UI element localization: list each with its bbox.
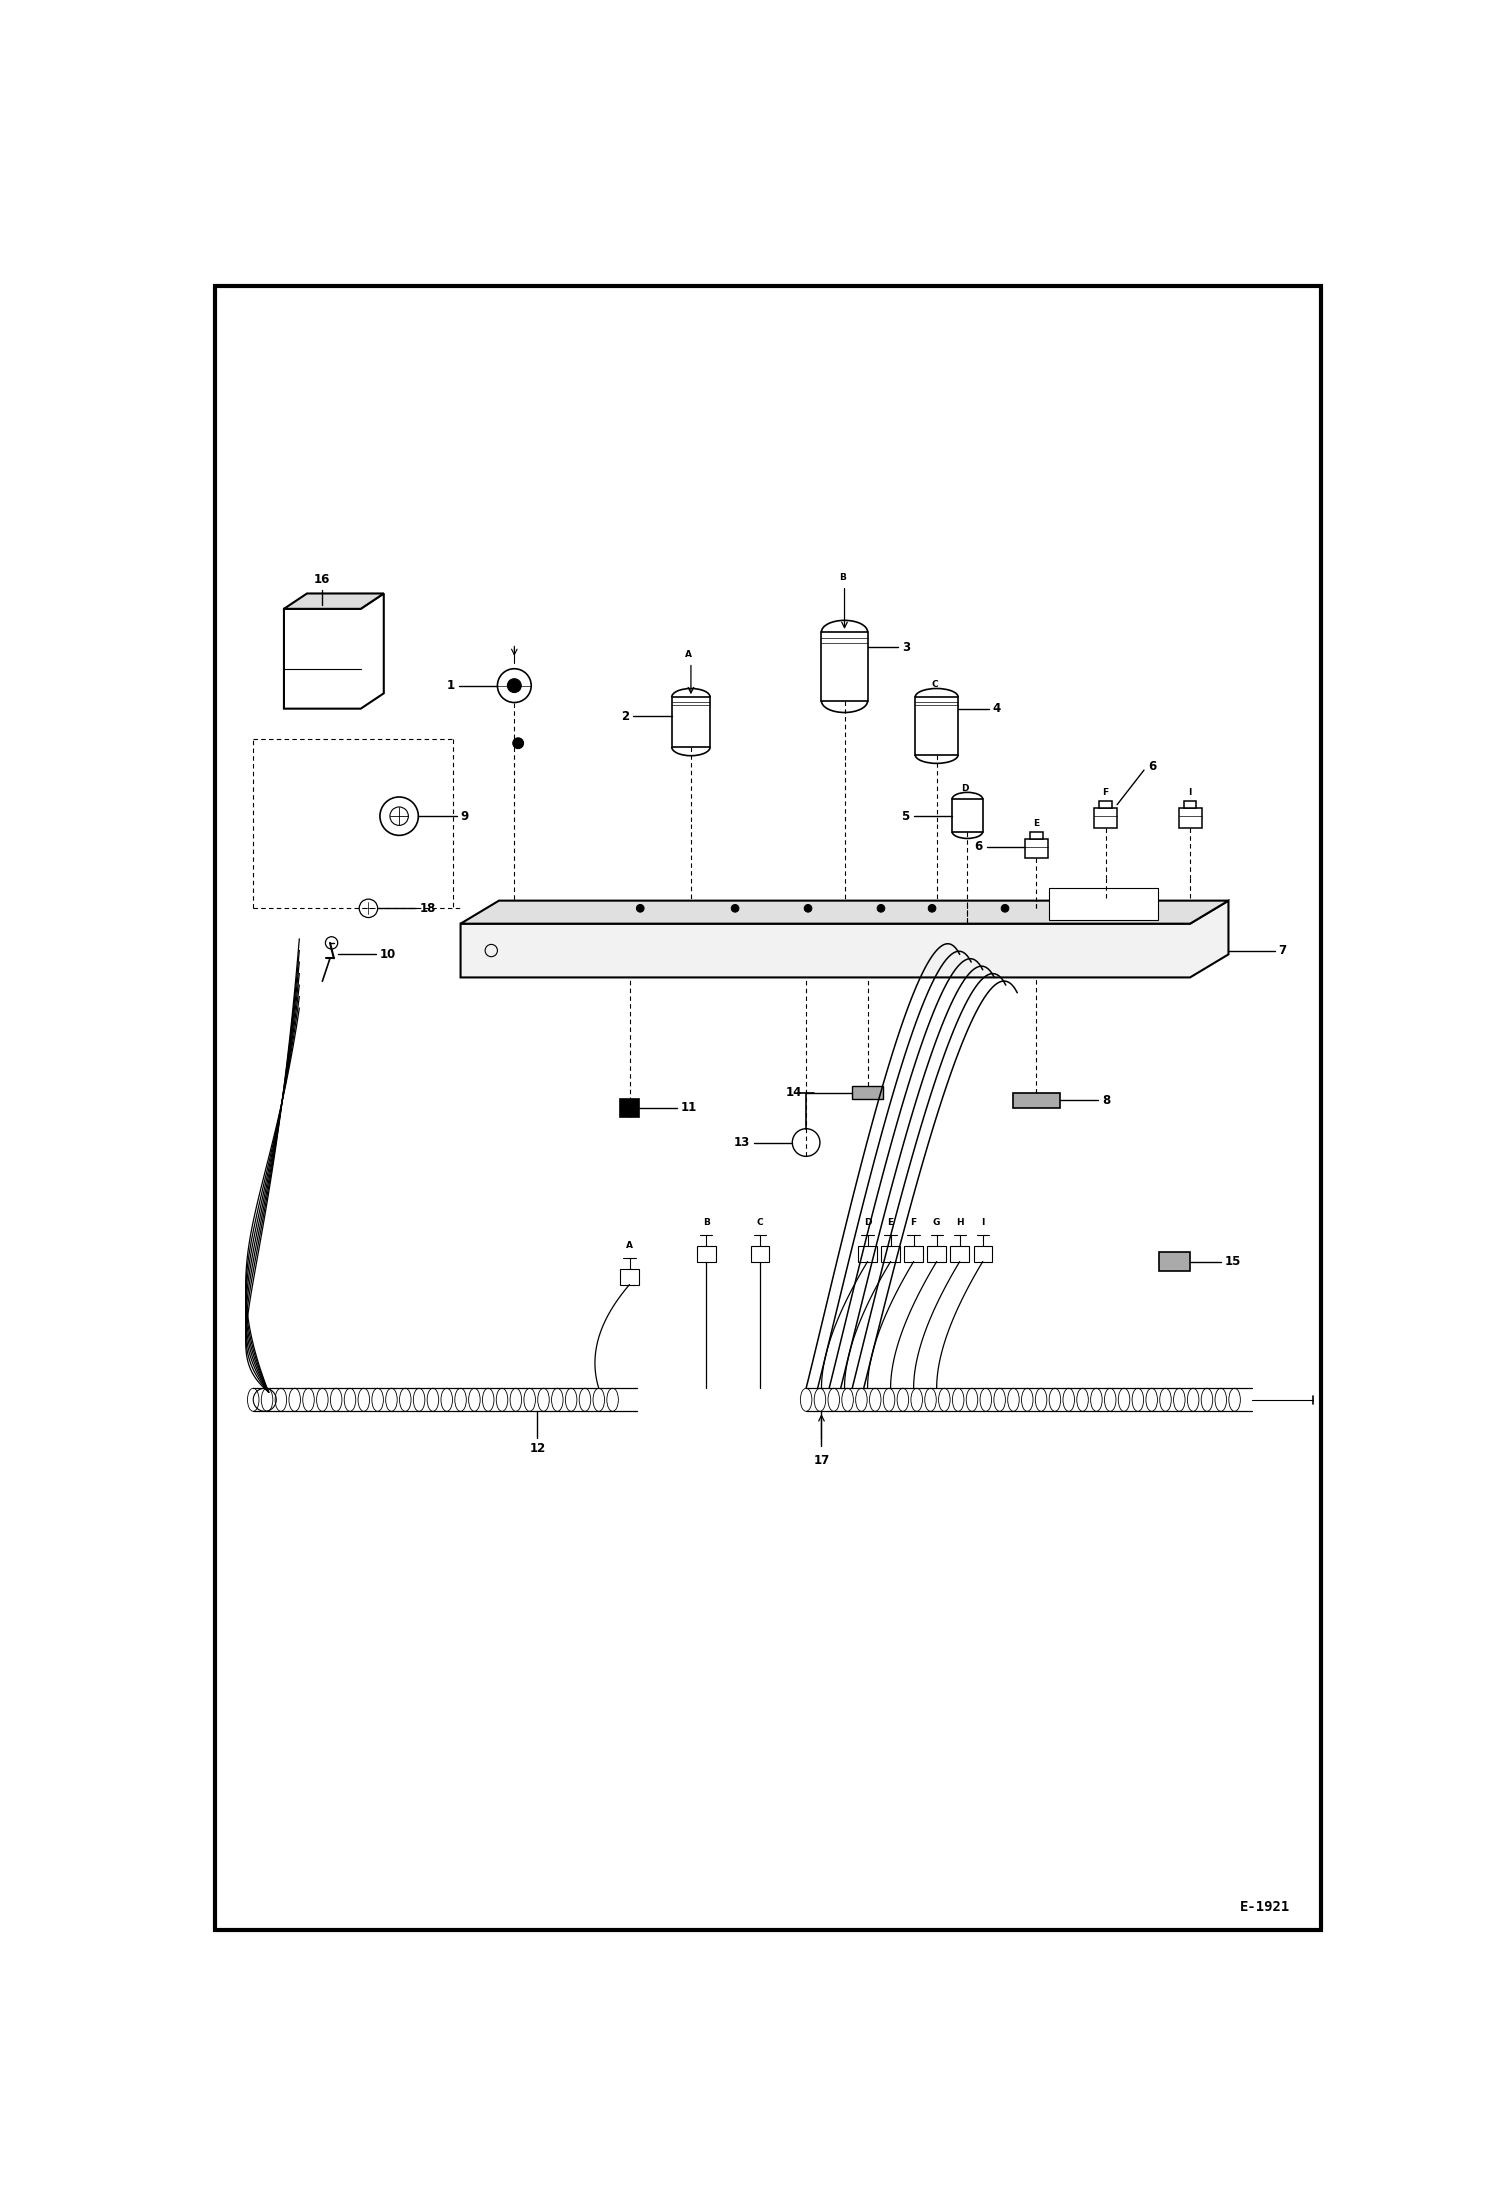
Polygon shape	[460, 900, 1228, 924]
Bar	[858, 1246, 876, 1262]
Text: C: C	[756, 1218, 764, 1226]
Text: 12: 12	[529, 1441, 545, 1455]
Text: 14: 14	[786, 1086, 803, 1099]
Circle shape	[1001, 904, 1008, 913]
Text: 6: 6	[1147, 759, 1156, 772]
Text: I: I	[981, 1218, 984, 1226]
Text: A: A	[685, 649, 692, 658]
Text: E-1921: E-1921	[1240, 1900, 1290, 1913]
Text: 13: 13	[734, 1136, 750, 1150]
Text: 15: 15	[1225, 1255, 1240, 1268]
Circle shape	[792, 1128, 819, 1156]
Text: 16: 16	[315, 573, 331, 586]
Bar	[1049, 889, 1158, 919]
Text: 1: 1	[446, 680, 455, 691]
Text: A: A	[626, 1242, 634, 1251]
Text: 3: 3	[902, 641, 911, 654]
Text: B: B	[703, 1218, 710, 1226]
Text: 9: 9	[460, 810, 469, 823]
Bar	[905, 1246, 923, 1262]
Bar	[821, 632, 867, 702]
Text: F: F	[911, 1218, 917, 1226]
Circle shape	[731, 904, 739, 913]
Text: G: G	[933, 1218, 941, 1226]
Text: 10: 10	[380, 948, 395, 961]
Bar	[915, 698, 959, 755]
Text: 2: 2	[622, 711, 629, 722]
Text: E: E	[1034, 818, 1040, 827]
Bar	[1025, 840, 1049, 858]
Bar	[951, 1246, 969, 1262]
Polygon shape	[285, 595, 383, 709]
Polygon shape	[460, 900, 1228, 979]
Bar	[953, 799, 983, 832]
Bar	[671, 698, 710, 746]
Circle shape	[508, 678, 521, 693]
Text: H: H	[956, 1218, 963, 1226]
Text: C: C	[932, 680, 938, 689]
Circle shape	[878, 904, 885, 913]
Text: 18: 18	[419, 902, 436, 915]
Circle shape	[512, 737, 523, 748]
Circle shape	[804, 904, 812, 913]
Bar	[620, 1099, 638, 1117]
Circle shape	[637, 904, 644, 913]
Text: 8: 8	[1101, 1095, 1110, 1106]
Text: F: F	[1103, 788, 1109, 796]
Bar	[927, 1246, 945, 1262]
Bar	[750, 1246, 770, 1262]
Text: D: D	[962, 783, 969, 794]
Text: 17: 17	[813, 1455, 830, 1466]
Circle shape	[380, 796, 418, 836]
Bar	[1100, 801, 1112, 810]
Text: E: E	[887, 1218, 894, 1226]
Bar	[881, 1246, 900, 1262]
Circle shape	[929, 904, 936, 913]
Bar	[1159, 1253, 1189, 1270]
Text: 11: 11	[682, 1101, 697, 1115]
Text: 5: 5	[902, 810, 909, 823]
Bar	[1031, 832, 1043, 840]
Text: 4: 4	[993, 702, 1001, 715]
Bar	[974, 1246, 992, 1262]
Bar	[1179, 810, 1201, 827]
Bar	[620, 1268, 638, 1286]
Bar	[697, 1246, 716, 1262]
Bar	[852, 1086, 882, 1099]
Bar	[1094, 810, 1118, 827]
Text: B: B	[839, 573, 846, 581]
Text: I: I	[1188, 788, 1192, 796]
Polygon shape	[285, 595, 383, 610]
Text: 7: 7	[1278, 943, 1287, 957]
Text: 6: 6	[975, 840, 983, 853]
Bar	[1183, 801, 1197, 810]
Bar	[1014, 1093, 1059, 1108]
Circle shape	[497, 669, 532, 702]
Text: D: D	[864, 1218, 872, 1226]
